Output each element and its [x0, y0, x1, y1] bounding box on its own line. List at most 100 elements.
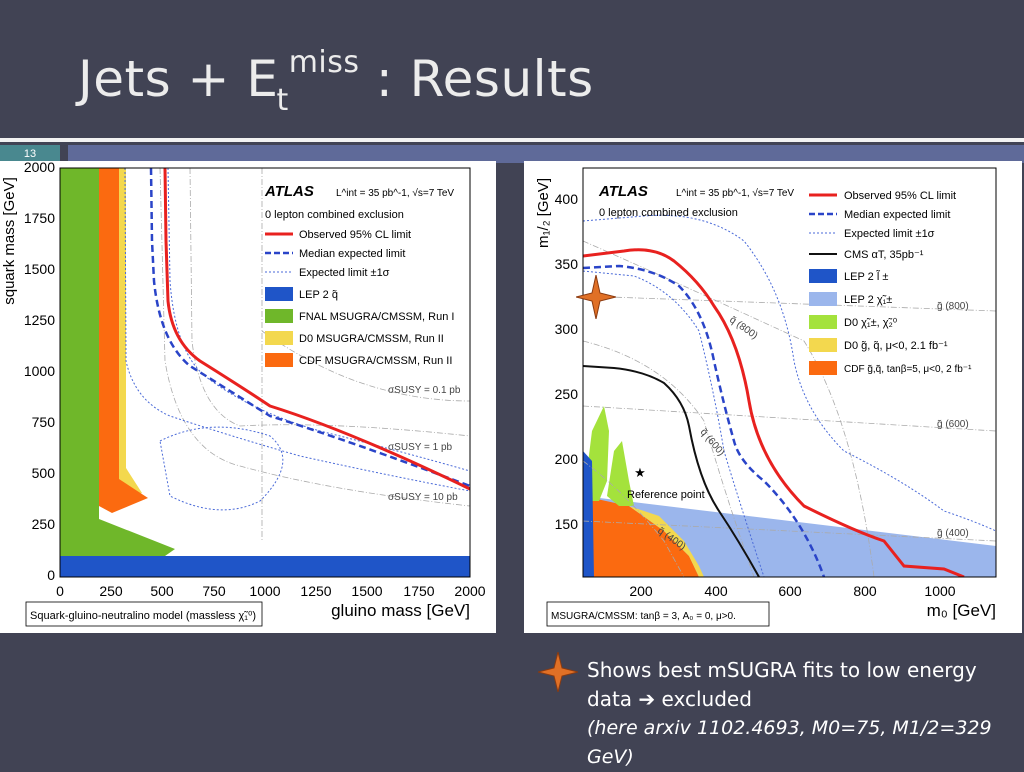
arrow-icon: ➔ [638, 687, 656, 711]
ytick-1250: 1250 [24, 312, 55, 328]
xtick-250: 250 [99, 583, 123, 599]
ytick-500: 500 [32, 465, 56, 481]
right-x-axis-label: m₀ [GeV] [927, 601, 996, 620]
squark-600-label: q̃ (600) [698, 427, 727, 458]
reference-point-label: Reference point [627, 489, 705, 501]
expected-plus-1sigma-line [167, 168, 470, 472]
fnal-run1-region [60, 168, 175, 556]
left-x-axis-label: gluino mass [GeV] [331, 601, 470, 620]
legend-lep-swatch [265, 287, 293, 301]
squark-400-contour [583, 460, 685, 577]
ytick-400: 400 [555, 191, 579, 207]
legend-expected: Expected limit ±1σ [299, 267, 390, 279]
xtick-750: 750 [202, 583, 226, 599]
median-expected-limit-line [149, 168, 470, 488]
left-plot-frame [59, 167, 471, 578]
slide-number: 13 [0, 145, 60, 163]
legend-d0-gluino-swatch [809, 338, 837, 352]
right-lumi-label: L^int = 35 pb^-1, √s=7 TeV [676, 187, 794, 199]
squark-600-contour [583, 340, 755, 577]
sigma-0.1pb-label: σSUSY = 0.1 pb [388, 385, 461, 396]
right-y-axis-label: m₁/₂ [GeV] [535, 178, 552, 248]
legend-cdf: CDF MSUGRA/CMSSM, Run II [299, 355, 452, 367]
title-divider [0, 138, 1024, 142]
legend-lep-slepton-swatch [809, 269, 837, 283]
ytick-1000: 1000 [24, 363, 55, 379]
gluino-800-label: g̃ (800) [937, 301, 969, 312]
cdf-region [583, 496, 699, 577]
lep2-slepton-region [583, 451, 594, 577]
legend-lep-slepton: LEP 2 l̃ ± [844, 270, 888, 283]
right-xticks: 200 400 600 800 1000 [629, 583, 955, 599]
xtick-800: 800 [853, 583, 877, 599]
left-chart-svg: 0 250 500 750 1000 1250 1500 1750 2000 0… [1, 159, 486, 627]
expected-sigma-island [159, 426, 284, 511]
legend-fnal-swatch [265, 309, 293, 323]
xtick-1000: 1000 [924, 583, 955, 599]
ytick-1750: 1750 [24, 210, 55, 226]
legend-d0-gluino: D0 g̃, q̃, μ<0, 2.1 fb⁻¹ [844, 340, 948, 352]
xtick-200: 200 [629, 583, 653, 599]
left-yticks: 0 250 500 750 1000 1250 1500 1750 2000 [24, 159, 56, 583]
cross-section-contour-1pb [189, 168, 470, 437]
left-atlas-label: ATLAS [264, 183, 314, 200]
note-line-2: data ➔ excluded [587, 685, 1024, 714]
ytick-1500: 1500 [24, 261, 55, 277]
legend-d0-swatch [265, 331, 293, 345]
ytick-250: 250 [32, 516, 56, 532]
expected-minus-1sigma-line [583, 270, 765, 577]
left-model-text: Squark-gluino-neutralino model (massless… [30, 610, 256, 622]
right-plot-frame [582, 167, 997, 578]
note-line-2b: excluded [661, 687, 752, 711]
legend-observed: Observed 95% CL limit [299, 229, 411, 241]
right-chart-panel: ★ Reference point 150 200 250 300 350 40… [524, 161, 1022, 633]
right-model-text: MSUGRA/CMSSM: tanβ = 3, A₀ = 0, μ>0. [551, 611, 736, 622]
left-chart-panel: 0 250 500 750 1000 1250 1500 1750 2000 0… [0, 159, 496, 633]
legend-d0-chargino-swatch [809, 315, 837, 329]
gluino-600-contour [583, 405, 996, 432]
left-model-box [25, 601, 263, 627]
xtick-0: 0 [56, 583, 64, 599]
legend-observed: Observed 95% CL limit [844, 190, 956, 202]
note-line-3: (here arxiv 1102.4693, M0=75, M1/2=329 G… [587, 717, 992, 768]
xtick-1250: 1250 [300, 583, 331, 599]
sigma-1pb-label: σSUSY = 1 pb [388, 442, 453, 453]
gluino-400-contour [583, 520, 996, 542]
left-subtitle: 0 lepton combined exclusion [265, 209, 404, 221]
d0-run2-region [118, 168, 142, 496]
xtick-600: 600 [778, 583, 802, 599]
left-legend: Observed 95% CL limit Median expected li… [265, 229, 454, 367]
header-band [68, 145, 1024, 163]
title-subscript: t [276, 83, 289, 118]
ytick-150: 150 [555, 516, 579, 532]
legend-cdf-swatch [809, 361, 837, 375]
sigma-10pb-label: σSUSY = 10 pb [388, 492, 458, 503]
legend-lep: LEP 2 q̃ [299, 289, 338, 301]
best-fit-star-marker [576, 275, 616, 319]
ytick-0: 0 [47, 567, 55, 583]
left-xticks: 0 250 500 750 1000 1250 1500 1750 2000 [56, 583, 486, 599]
title-rest: : Results [359, 50, 594, 108]
right-atlas-label: ATLAS [598, 183, 648, 200]
squark-800-contour [583, 240, 875, 577]
ytick-350: 350 [555, 256, 579, 272]
cross-section-contour-0.1pb [261, 168, 470, 541]
observed-limit-line [583, 248, 965, 577]
slide-title: Jets + Etmiss : Results [78, 45, 594, 118]
left-lumi-label: L^int = 35 pb^-1, √s=7 TeV [336, 187, 454, 199]
median-expected-limit-line [583, 264, 826, 577]
right-yticks: 150 200 250 300 350 400 [555, 191, 579, 532]
legend-expected: Expected limit ±1σ [844, 228, 935, 240]
note-line-2a: data [587, 687, 633, 711]
lep2-squark-band [60, 556, 470, 577]
xtick-1750: 1750 [403, 583, 434, 599]
legend-median: Median expected limit [844, 209, 950, 221]
cross-section-contour-10pb [159, 168, 470, 507]
xtick-1000: 1000 [249, 583, 280, 599]
ytick-2000: 2000 [24, 161, 55, 175]
reference-point-star: ★ [634, 465, 646, 480]
legend-fnal: FNAL MSUGRA/CMSSM, Run I [299, 311, 454, 323]
right-chart-svg: ★ Reference point 150 200 250 300 350 40… [535, 167, 997, 627]
ytick-200: 200 [555, 451, 579, 467]
ytick-750: 750 [32, 414, 56, 430]
